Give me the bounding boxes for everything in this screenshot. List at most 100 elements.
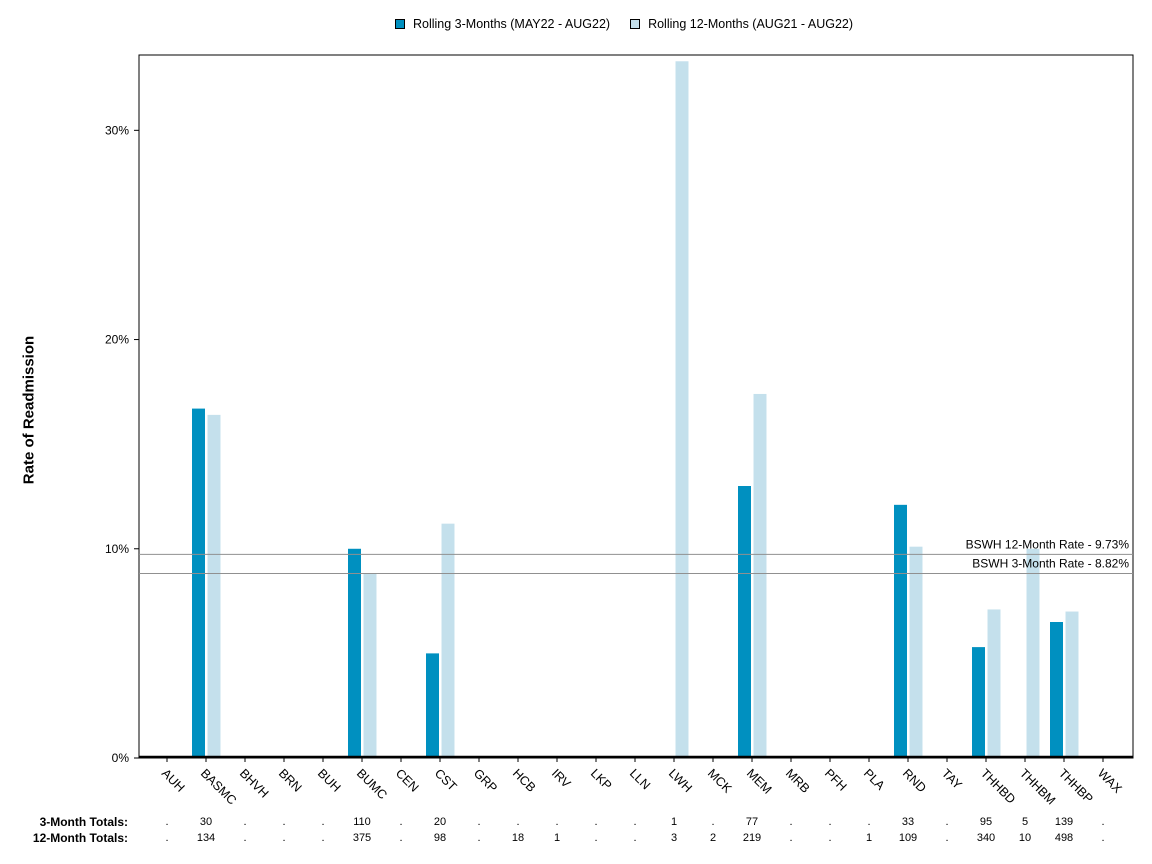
x-tick-label: TAY	[939, 766, 965, 792]
total-3-month-mck: .	[711, 816, 715, 828]
total-12-month-cst: 98	[433, 832, 447, 844]
x-tick-label: BUH	[315, 766, 344, 795]
total-12-month-auh: .	[165, 832, 169, 844]
total-12-month-bhvh: .	[243, 832, 247, 844]
total-3-month-thhbd: 95	[979, 816, 993, 828]
total-3-month-tay: .	[945, 816, 949, 828]
bar-12-month-cst	[441, 523, 455, 758]
bar-3-month-thhbp	[1050, 622, 1063, 758]
x-tick-label: THHBM	[1017, 766, 1058, 807]
total-3-month-wax: .	[1101, 816, 1105, 828]
x-tick-label: AUH	[159, 766, 188, 795]
bar-12-month-lwh	[675, 61, 689, 758]
total-3-month-auh: .	[165, 816, 169, 828]
total-3-month-cst: 20	[433, 816, 447, 828]
x-tick-label: WAX	[1095, 766, 1125, 796]
x-tick-label: THHBD	[978, 766, 1018, 806]
total-3-month-mrb: .	[789, 816, 793, 828]
total-12-month-bumc: 375	[352, 832, 372, 844]
legend-swatch-12-month	[630, 19, 641, 29]
total-12-month-mck: 2	[709, 832, 717, 844]
total-12-month-tay: .	[945, 832, 949, 844]
total-12-month-thhbm: 10	[1018, 832, 1032, 844]
total-3-month-lln: .	[633, 816, 637, 828]
legend-label-12-month: Rolling 12-Months (AUG21 - AUG22)	[648, 17, 854, 31]
x-tick-label: GRP	[471, 766, 500, 795]
total-12-month-thhbp: 498	[1054, 832, 1074, 844]
total-3-month-pla: .	[867, 816, 871, 828]
total-3-month-basmc: 30	[199, 816, 213, 828]
total-3-month-buh: .	[321, 816, 325, 828]
totals-3-month-label: 3-Month Totals:	[39, 815, 128, 829]
total-3-month-hcb: .	[516, 816, 520, 828]
bar-3-month-thhbd	[972, 647, 985, 758]
total-12-month-grp: .	[477, 832, 481, 844]
total-3-month-rnd: 33	[901, 816, 915, 828]
total-12-month-rnd: 109	[898, 832, 918, 844]
x-tick-label: IRV	[549, 766, 574, 791]
x-tick-label: RND	[900, 766, 929, 795]
bar-12-month-thhbp	[1065, 611, 1079, 758]
x-tick-label: BHVH	[237, 766, 271, 800]
bar-3-month-cst	[426, 653, 439, 758]
x-tick-label: MRB	[783, 766, 813, 796]
total-12-month-pla: 1	[865, 832, 873, 844]
total-12-month-irv: 1	[553, 832, 561, 844]
total-3-month-lwh: 1	[670, 816, 678, 828]
totals-12-month-label: 12-Month Totals:	[32, 831, 128, 845]
total-3-month-pfh: .	[828, 816, 832, 828]
x-tick-label: MEM	[744, 766, 775, 797]
bar-3-month-rnd	[894, 504, 907, 758]
legend-item-3-month: Rolling 3-Months (MAY22 - AUG22)	[395, 17, 610, 31]
x-tick-label: PLA	[861, 766, 888, 793]
legend-swatch-3-month	[395, 19, 405, 29]
bar-12-month-thhbm	[1026, 548, 1040, 758]
bar-3-month-mem	[738, 486, 751, 758]
total-12-month-hcb: 18	[511, 832, 525, 844]
bar-3-month-basmc	[192, 408, 205, 758]
bar-12-month-basmc	[207, 414, 221, 758]
total-3-month-mem: 77	[745, 816, 759, 828]
y-tick-label: 20%	[105, 333, 129, 347]
x-tick-label: HCB	[510, 766, 539, 795]
reference-line-label: BSWH 12-Month Rate - 9.73%	[966, 537, 1130, 551]
total-3-month-irv: .	[555, 816, 559, 828]
x-tick-label: CEN	[393, 766, 422, 795]
x-tick-label: MCK	[705, 766, 735, 796]
y-tick-label: 10%	[105, 542, 129, 556]
total-12-month-lln: .	[633, 832, 637, 844]
reference-line-label: BSWH 3-Month Rate - 8.82%	[972, 556, 1129, 570]
total-12-month-mem: 219	[742, 832, 762, 844]
legend-item-12-month: Rolling 12-Months (AUG21 - AUG22)	[630, 17, 853, 31]
total-3-month-lkp: .	[594, 816, 598, 828]
bar-12-month-thhbd	[987, 609, 1001, 758]
total-3-month-thhbm: 5	[1021, 816, 1029, 828]
bar-12-month-mem	[753, 393, 767, 758]
total-12-month-mrb: .	[789, 832, 793, 844]
x-tick-label: THHBP	[1056, 766, 1096, 806]
total-3-month-thhbp: 139	[1054, 816, 1074, 828]
total-3-month-cen: .	[399, 816, 403, 828]
total-12-month-buh: .	[321, 832, 325, 844]
total-12-month-thhbd: 340	[976, 832, 996, 844]
bar-12-month-rnd	[909, 546, 923, 758]
total-12-month-lkp: .	[594, 832, 598, 844]
x-tick-label: CST	[432, 766, 460, 794]
x-tick-label: BASMC	[198, 766, 239, 807]
legend-label-3-month: Rolling 3-Months (MAY22 - AUG22)	[413, 17, 611, 31]
x-tick-label: PFH	[822, 766, 850, 794]
total-3-month-bhvh: .	[243, 816, 247, 828]
total-3-month-bumc: 110	[353, 816, 371, 828]
x-tick-label: LLN	[627, 766, 653, 792]
legend: Rolling 3-Months (MAY22 - AUG22) Rolling…	[395, 17, 873, 31]
total-12-month-brn: .	[282, 832, 286, 844]
x-tick-label: BUMC	[354, 766, 390, 802]
x-tick-label: LWH	[666, 766, 695, 795]
bar-12-month-bumc	[363, 573, 377, 758]
total-12-month-pfh: .	[828, 832, 832, 844]
y-tick-label: 0%	[112, 751, 130, 765]
total-3-month-brn: .	[282, 816, 286, 828]
total-12-month-wax: .	[1101, 832, 1105, 844]
total-3-month-grp: .	[477, 816, 481, 828]
